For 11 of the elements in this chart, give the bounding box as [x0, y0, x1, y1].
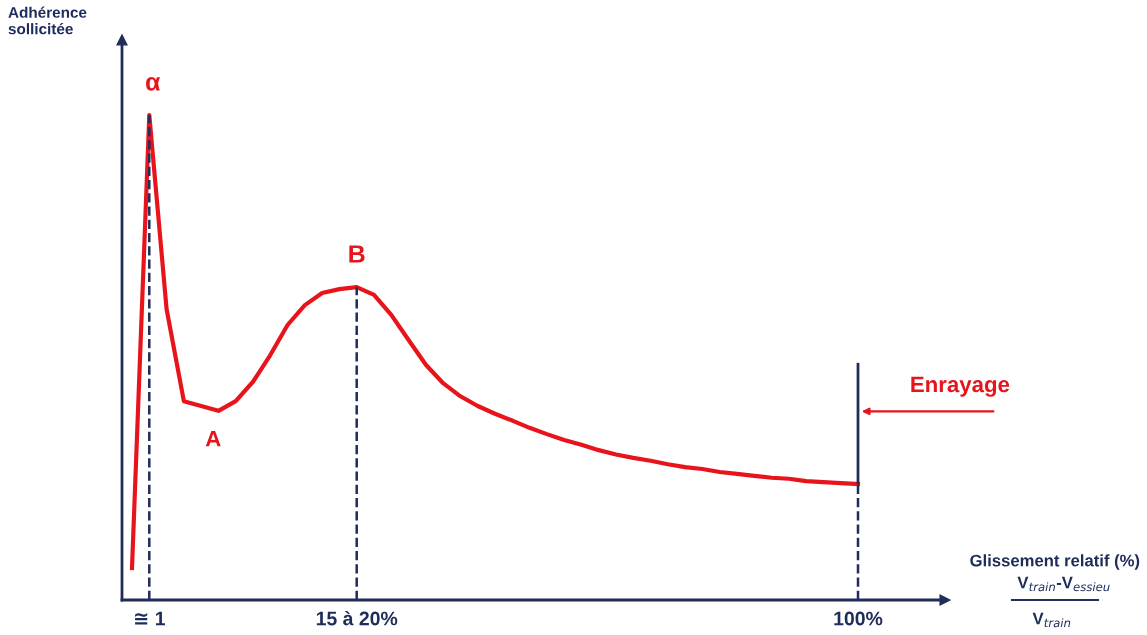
text: V$_{train}$: [1032, 612, 1071, 628]
annotation: B: [349, 245, 365, 263]
annotation: A: [205, 431, 221, 447]
x-tick-label: ≅ 1: [135, 611, 165, 626]
x-tick-label: 15 à 20%: [316, 610, 398, 626]
text: Glissement relatif (%): [970, 554, 1140, 570]
text: V$_{train}$-V$_{essieu}$: [1017, 576, 1110, 592]
x-tick-label: 100%: [834, 611, 883, 626]
text: Adhérence sollicitée: [8, 6, 87, 35]
text: Enrayage: [911, 376, 1010, 397]
annotation: α: [146, 76, 161, 91]
